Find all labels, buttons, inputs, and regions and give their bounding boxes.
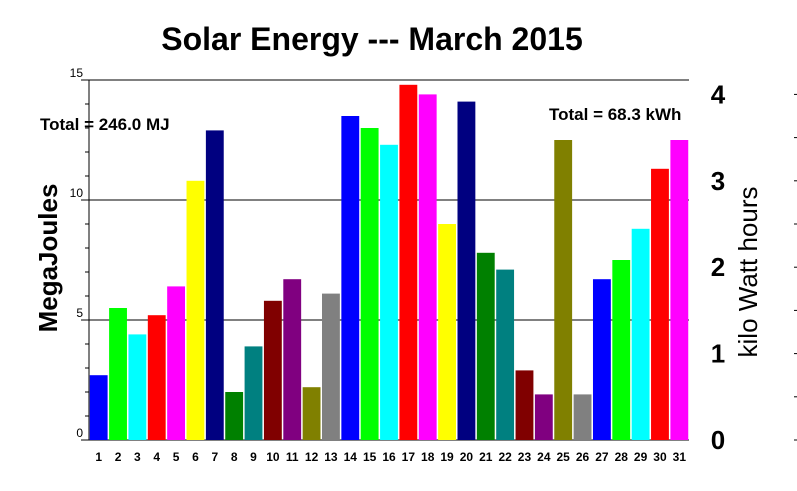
x-tick-label: 28 bbox=[615, 450, 629, 464]
x-tick-label: 21 bbox=[479, 450, 493, 464]
left-y-tick-label: 15 bbox=[70, 66, 84, 80]
x-tick-label: 22 bbox=[498, 450, 512, 464]
x-tick-label: 25 bbox=[557, 450, 571, 464]
bar-day-28 bbox=[612, 260, 631, 440]
x-tick-labels: 1 2 3 4 5 6 7 8 9 10 11 12 13 14 15 16 17 18 19 20 21 22 23 24 2… bbox=[95, 450, 686, 464]
x-tick-label: 26 bbox=[576, 450, 590, 464]
chart-title: Solar Energy --- March 2015 bbox=[161, 21, 582, 57]
right-y-tick-label: 3 bbox=[711, 166, 725, 196]
bar-day-17 bbox=[399, 84, 418, 441]
bar-day-3 bbox=[128, 334, 147, 440]
bar-day-21 bbox=[476, 252, 495, 440]
x-tick-label: 20 bbox=[460, 450, 474, 464]
bar-day-14 bbox=[341, 116, 360, 440]
x-tick-label: 3 bbox=[134, 450, 141, 464]
x-tick-label: 19 bbox=[440, 450, 454, 464]
bar-day-7 bbox=[205, 130, 224, 440]
bar-day-18 bbox=[418, 94, 437, 441]
x-tick-label: 7 bbox=[211, 450, 218, 464]
bar-day-5 bbox=[167, 286, 186, 440]
right-y-tick-label: 2 bbox=[711, 252, 725, 282]
bar-day-19 bbox=[438, 224, 456, 440]
x-tick-label: 16 bbox=[382, 450, 396, 464]
y-axis-label-right: kilo Watt hours bbox=[733, 187, 763, 358]
bar-day-30 bbox=[651, 168, 669, 441]
x-tick-label: 23 bbox=[518, 450, 532, 464]
x-tick-label: 18 bbox=[421, 450, 435, 464]
x-tick-label: 1 bbox=[95, 450, 102, 464]
total-kwh: Total = 68.3 kWh bbox=[549, 105, 681, 124]
bar-day-2 bbox=[109, 308, 127, 440]
bar-day-8 bbox=[225, 392, 244, 440]
x-tick-label: 17 bbox=[402, 450, 416, 464]
bar-day-4 bbox=[147, 315, 166, 440]
x-tick-label: 9 bbox=[250, 450, 257, 464]
bar-day-9 bbox=[244, 346, 263, 440]
bar-day-16 bbox=[380, 144, 398, 441]
x-tick-label: 13 bbox=[324, 450, 338, 464]
bar-day-20 bbox=[457, 101, 476, 440]
x-tick-label: 14 bbox=[344, 450, 358, 464]
x-tick-label: 10 bbox=[266, 450, 280, 464]
right-y-tick-label: 0 bbox=[711, 425, 725, 455]
bar-day-15 bbox=[360, 128, 379, 440]
bar-day-31 bbox=[670, 140, 689, 440]
x-tick-label: 30 bbox=[653, 450, 667, 464]
x-tick-label: 31 bbox=[673, 450, 687, 464]
bar-day-29 bbox=[631, 228, 650, 440]
right-y-tick-label: 1 bbox=[711, 339, 725, 369]
bar-day-24 bbox=[534, 394, 553, 440]
bar-day-13 bbox=[322, 293, 340, 440]
bar-day-23 bbox=[515, 370, 534, 440]
bar-day-22 bbox=[496, 269, 515, 440]
x-tick-label: 5 bbox=[173, 450, 180, 464]
x-tick-label: 11 bbox=[286, 450, 299, 464]
bar-day-11 bbox=[283, 279, 302, 440]
x-tick-label: 2 bbox=[115, 450, 122, 464]
bar-day-26 bbox=[573, 394, 592, 440]
bar-day-27 bbox=[592, 279, 611, 440]
x-tick-label: 8 bbox=[231, 450, 238, 464]
x-tick-label: 12 bbox=[305, 450, 319, 464]
left-y-tick-label: 10 bbox=[70, 186, 84, 200]
x-tick-label: 6 bbox=[192, 450, 199, 464]
y-axis-label-left: MegaJoules bbox=[33, 184, 63, 333]
bar-day-12 bbox=[302, 387, 321, 440]
x-tick-label: 29 bbox=[634, 450, 648, 464]
x-tick-label: 24 bbox=[537, 450, 551, 464]
bars bbox=[89, 84, 689, 441]
bar-day-10 bbox=[263, 300, 282, 440]
bar-day-6 bbox=[186, 180, 205, 441]
x-tick-label: 15 bbox=[363, 450, 377, 464]
left-y-tick-label: 5 bbox=[76, 306, 83, 320]
right-y-axis: 0 1 2 3 4 bbox=[711, 79, 797, 455]
left-y-tick-label: 0 bbox=[76, 426, 83, 440]
total-megajoules: Total = 246.0 MJ bbox=[40, 115, 170, 134]
x-tick-label: 4 bbox=[153, 450, 160, 464]
bar-day-1 bbox=[89, 375, 108, 440]
bar-day-25 bbox=[554, 140, 573, 440]
right-y-tick-label: 4 bbox=[711, 79, 726, 109]
x-tick-label: 27 bbox=[595, 450, 609, 464]
